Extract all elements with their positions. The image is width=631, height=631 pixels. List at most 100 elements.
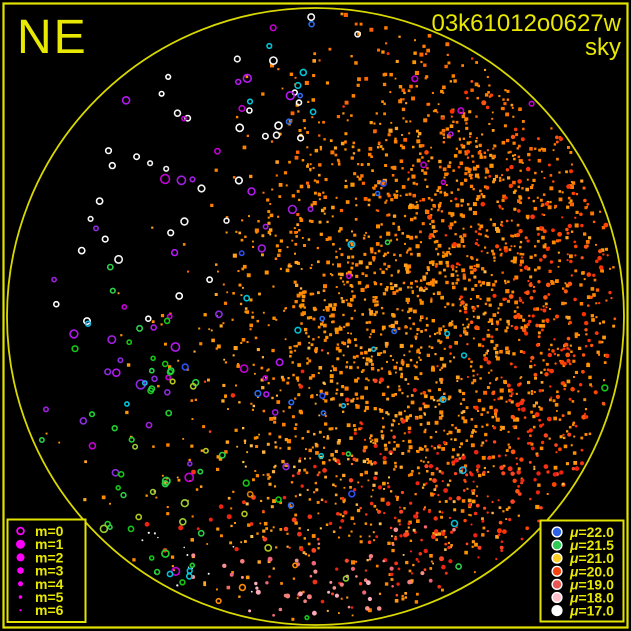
sky-point [349, 436, 353, 440]
sky-point [449, 352, 452, 355]
sky-point [499, 425, 503, 429]
sky-point [313, 52, 317, 56]
sky-point [447, 164, 451, 169]
sky-point [456, 380, 459, 382]
sky-point [565, 462, 569, 466]
sky-point [568, 425, 572, 429]
sky-point [394, 599, 399, 603]
sky-point [208, 517, 213, 522]
sky-point [416, 349, 420, 354]
sky-point [545, 306, 548, 309]
sky-point [417, 378, 419, 381]
sky-point [519, 245, 522, 249]
sky-point [337, 263, 342, 268]
sky-point [311, 292, 315, 296]
sky-point [311, 534, 316, 538]
sky-point [594, 331, 599, 335]
sky-point [373, 461, 377, 465]
sky-point [530, 214, 535, 220]
sky-point [540, 204, 543, 207]
sky-point [459, 470, 463, 474]
sky-point [474, 241, 478, 246]
sky-point [395, 59, 399, 63]
sky-point [305, 332, 308, 335]
sky-point [476, 305, 479, 308]
sky-point [568, 320, 572, 325]
sky-point [353, 356, 356, 359]
sky-point [455, 262, 460, 266]
sky-point [381, 417, 384, 420]
sky-point [554, 443, 558, 447]
sky-point-ring [120, 491, 127, 499]
sky-point [436, 399, 439, 402]
sky-point [341, 496, 345, 501]
sky-point [336, 441, 341, 445]
sky-point [249, 328, 252, 331]
sky-point [198, 327, 201, 330]
sky-point [517, 144, 521, 148]
sky-point [513, 256, 517, 261]
sky-point-ring [51, 276, 57, 283]
sky-point [598, 322, 602, 325]
sky-point [407, 522, 411, 526]
sky-point [386, 482, 389, 485]
sky-point [590, 385, 593, 388]
sky-point [350, 332, 352, 335]
magnitude-legend-rows: m=0m=1m=2m=3m=4m=5m=6 [16, 523, 64, 618]
sky-point [364, 522, 368, 525]
sky-point [428, 389, 432, 393]
sky-point [383, 112, 386, 116]
sky-point [261, 386, 265, 390]
sky-point [419, 423, 423, 426]
sky-point [484, 246, 487, 249]
sky-point [519, 400, 524, 406]
sky-point [566, 315, 571, 320]
sky-point [392, 314, 396, 318]
sky-point [375, 112, 378, 115]
sky-point [437, 186, 441, 190]
sky-point [310, 220, 314, 223]
sky-point [581, 369, 585, 374]
sky-point [242, 286, 244, 289]
sky-point [400, 98, 403, 101]
sky-point [443, 268, 446, 272]
sky-point [343, 12, 348, 17]
sky-point [488, 95, 492, 98]
sky-point [225, 216, 229, 219]
sky-point [421, 486, 425, 489]
sky-point [429, 478, 432, 481]
sky-point [416, 285, 419, 288]
sky-point [390, 121, 393, 124]
sky-point [288, 406, 291, 409]
sky-point [308, 341, 311, 344]
sky-point [400, 418, 406, 424]
sky-point [437, 584, 442, 589]
sky-point [487, 91, 490, 94]
sky-point [558, 259, 561, 263]
sky-point [396, 495, 399, 499]
sky-point [546, 200, 550, 204]
sky-point [472, 160, 475, 163]
sky-point [271, 188, 274, 191]
sky-point [326, 260, 330, 265]
sky-point [405, 332, 408, 335]
sky-point [462, 112, 466, 115]
sky-point [499, 248, 502, 251]
sky-point [407, 474, 411, 477]
sky-point [499, 396, 503, 400]
sky-point [403, 507, 406, 510]
sky-point [294, 155, 299, 160]
sky-point [541, 213, 544, 216]
sky-point [406, 234, 410, 239]
sky-point [445, 335, 449, 339]
sky-point [374, 471, 378, 475]
sky-point [348, 534, 351, 537]
sky-point [431, 225, 436, 229]
sky-point-ring [269, 24, 277, 32]
sky-point [240, 341, 243, 344]
sky-point [191, 515, 194, 518]
sky-point [300, 268, 303, 270]
sky-point [426, 266, 430, 270]
sky-point [583, 244, 588, 249]
sky-point [470, 443, 475, 448]
